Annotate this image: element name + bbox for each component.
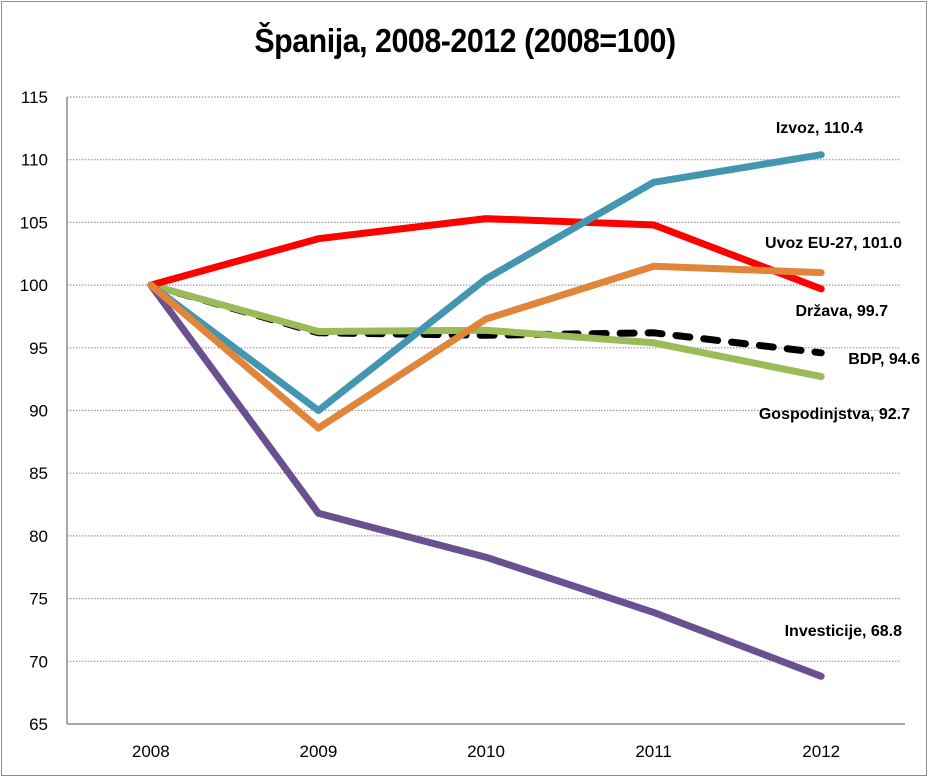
x-tick-label: 2009 xyxy=(299,742,337,761)
x-tick-label: 2012 xyxy=(802,742,840,761)
y-tick-labels: 65 70 75 80 85 90 95 100 105 110 115 xyxy=(20,88,48,734)
x-tick-label: 2010 xyxy=(467,742,505,761)
series-label: BDP, 94.6 xyxy=(848,351,920,368)
x-tick-label: 2008 xyxy=(132,742,170,761)
series-label: Izvoz, 110.4 xyxy=(776,120,863,137)
series-line-investicije xyxy=(147,281,825,680)
y-tick-label: 75 xyxy=(29,590,48,609)
y-tick-label: 65 xyxy=(29,715,48,734)
series-label: Investicije, 68.8 xyxy=(785,623,903,640)
y-tick-label: 105 xyxy=(20,213,48,232)
series-line-izvoz xyxy=(147,151,825,414)
series-line-gospodinjstva xyxy=(147,281,825,381)
y-tick-label: 95 xyxy=(29,339,48,358)
series-line-uvoz-eu-27 xyxy=(147,262,825,432)
y-tick-label: 100 xyxy=(20,276,48,295)
y-tick-label: 80 xyxy=(29,527,48,546)
series-label: Uvoz EU-27, 101.0 xyxy=(765,235,902,252)
series-line-dr-ava xyxy=(147,215,825,293)
gridlines xyxy=(67,96,901,662)
series-labels: BDP, 94.6 Gospodinjstva, 92.7 Investicije,… xyxy=(759,120,920,640)
y-tick-label: 85 xyxy=(29,464,48,483)
series-label: Država, 99.7 xyxy=(795,303,888,320)
chart-title: Španija, 2008-2012 (2008=100) xyxy=(254,22,676,59)
series-label: Gospodinjstva, 92.7 xyxy=(759,406,910,423)
y-tick-label: 115 xyxy=(21,88,48,107)
y-tick-label: 90 xyxy=(29,402,48,421)
x-tick-labels: 2008 2009 2010 2011 2012 xyxy=(132,742,840,761)
x-tick-label: 2011 xyxy=(635,742,672,761)
axes xyxy=(66,97,905,725)
series-lines xyxy=(147,151,825,680)
y-tick-label: 70 xyxy=(29,652,48,671)
y-tick-label: 110 xyxy=(21,151,48,170)
